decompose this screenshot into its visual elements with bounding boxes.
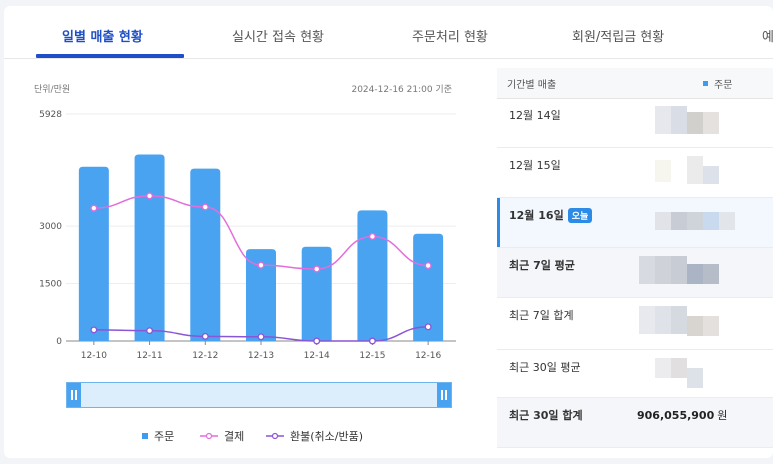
- point-payment-12-12: [201, 203, 209, 211]
- x-tick-label: 12-11: [136, 351, 162, 361]
- tab-realtime-visits[interactable]: 실시간 접속 현황: [232, 30, 324, 45]
- point-refund-12-14: [313, 337, 321, 345]
- tab-order-processing[interactable]: 주문처리 현황: [412, 30, 488, 45]
- y-tick-label: 5928: [39, 110, 62, 120]
- y-tick-label: 1500: [39, 280, 62, 290]
- tab-more[interactable]: 예: [762, 30, 773, 45]
- table-row: 최근 7일 합계: [497, 298, 773, 350]
- point-payment-12-13: [257, 261, 265, 269]
- point-payment-12-16: [424, 262, 432, 270]
- row-label: 최근 7일 합계: [509, 309, 574, 322]
- slider-handle-right[interactable]: [437, 383, 451, 407]
- table-row: 12월 14일: [497, 98, 773, 148]
- x-tick-label: 12-12: [192, 351, 218, 361]
- row-value: 906,055,900 원: [637, 409, 728, 422]
- x-tick-label: 12-10: [81, 351, 107, 361]
- masked-value: [655, 212, 735, 230]
- legend-refund[interactable]: 환불(취소/반품): [266, 428, 363, 444]
- masked-value: [655, 156, 719, 184]
- masked-value: [639, 256, 719, 284]
- legend-order-label: 주문: [154, 430, 175, 443]
- table-row-today: 12월 16일 오늘: [497, 198, 773, 248]
- y-tick-label: 0: [56, 337, 62, 347]
- chart-legend: 주문 결제 환불(취소/반품): [4, 428, 484, 446]
- chart-unit-label: 단위/만원: [34, 85, 71, 95]
- bar-order-12-13: [246, 249, 276, 341]
- legend-order[interactable]: 주문: [142, 428, 174, 444]
- tab-daily-sales[interactable]: 일별 매출 현황: [62, 30, 143, 45]
- bar-order-12-10: [78, 166, 109, 341]
- table-header: 기간별 매출 주문: [497, 68, 773, 99]
- table-row: 최근 30일 평균: [497, 350, 773, 398]
- masked-value: [655, 358, 703, 388]
- row-label: 12월 16일 오늘: [509, 207, 593, 223]
- x-tick-label: 12-16: [415, 351, 441, 361]
- table-title: 기간별 매출: [507, 80, 557, 91]
- point-refund-12-10: [90, 326, 98, 334]
- table-row: 최근 30일 합계 906,055,900 원: [497, 398, 773, 448]
- masked-value: [655, 106, 719, 134]
- row-label: 최근 7일 평균: [509, 259, 575, 272]
- x-tick-label: 12-14: [304, 351, 330, 361]
- bar-order-12-16: [413, 233, 444, 341]
- today-badge: 오늘: [567, 208, 593, 223]
- tab-bar: 일별 매출 현황 실시간 접속 현황 주문처리 현황 회원/적립금 현황 예: [4, 6, 773, 59]
- table-row: 최근 7일 평균: [497, 248, 773, 298]
- bar-order-12-15: [357, 210, 388, 341]
- legend-payment-label: 결제: [224, 430, 245, 443]
- row-label: 최근 30일 평균: [509, 361, 581, 374]
- bar-order-12-12: [190, 168, 221, 341]
- daily-sales-chart: 5928 3000 1500 0 12-10 12-11 12-12 12-13 12-14 12…: [39, 110, 456, 361]
- chart-range-slider[interactable]: [66, 382, 452, 408]
- point-payment-12-11: [146, 192, 154, 200]
- active-tab-indicator: [36, 54, 184, 58]
- tab-member-points[interactable]: 회원/적립금 현황: [572, 30, 665, 45]
- table-series-label: 주문: [703, 76, 732, 91]
- legend-refund-label: 환불(취소/반품): [290, 430, 364, 443]
- bar-order-12-14: [301, 246, 332, 341]
- point-refund-12-15: [368, 337, 376, 345]
- legend-order-swatch: [142, 433, 148, 439]
- legend-payment[interactable]: 결제: [200, 428, 244, 444]
- slider-handle-left[interactable]: [67, 383, 81, 407]
- point-refund-12-11: [146, 327, 154, 335]
- y-tick-label: 3000: [39, 222, 62, 232]
- point-payment-12-14: [313, 265, 321, 273]
- x-tick-label: 12-15: [359, 351, 385, 361]
- row-label: 12월 14일: [509, 109, 561, 122]
- row-label: 12월 15일: [509, 159, 561, 172]
- masked-value: [639, 306, 719, 336]
- sales-summary-table: 기간별 매출 주문 12월 14일 12월 15일 12월 16일 오늘 최근 7…: [497, 68, 773, 458]
- dashboard-card: 일별 매출 현황 실시간 접속 현황 주문처리 현황 회원/적립금 현황 예 단…: [4, 6, 773, 458]
- legend-payment-swatch: [200, 432, 218, 440]
- point-refund-12-12: [201, 332, 209, 340]
- table-row: 12월 15일: [497, 148, 773, 198]
- point-refund-12-13: [257, 333, 265, 341]
- legend-refund-swatch: [266, 432, 284, 440]
- chart-timestamp: 2024-12-16 21:00 기준: [351, 85, 452, 95]
- bar-order-12-11: [134, 154, 165, 341]
- point-payment-12-15: [368, 233, 376, 240]
- point-refund-12-16: [424, 323, 432, 331]
- row-label: 최근 30일 합계: [509, 409, 583, 422]
- point-payment-12-10: [90, 204, 98, 212]
- x-tick-label: 12-13: [248, 351, 274, 361]
